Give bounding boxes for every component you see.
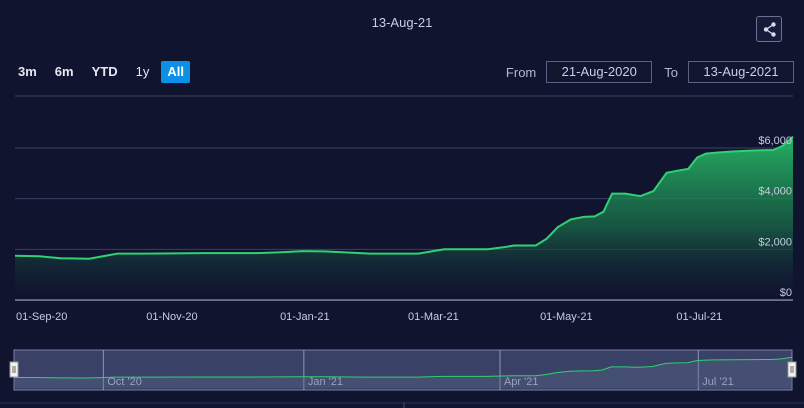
from-label: From [505,64,537,80]
y-tick-label: $0 [780,287,792,299]
y-tick-label: $6,000 [758,135,792,147]
range-3m-button[interactable]: 3m [18,64,37,79]
navigator-area [14,357,792,388]
from-date-input[interactable]: 21-Aug-2020 [546,61,653,83]
range-6m-button[interactable]: 6m [54,64,74,79]
navigator-label: Jul '21 [702,376,733,388]
chart-title: 13-Aug-21 [371,15,433,30]
share-icon [763,22,776,37]
x-tick-label: 01-Mar-21 [408,311,459,323]
y-tick-label: $4,000 [758,186,792,198]
x-tick-label: 01-Nov-20 [146,311,197,323]
navigator[interactable]: Oct '20 Jan '21 Apr '21 Jul '21 [0,349,804,408]
range-1y-button[interactable]: 1y [135,64,150,79]
x-axis-ticks: 01-Sep-20 01-Nov-20 01-Jan-21 01-Mar-21 01-M… [16,311,722,323]
navigator-labels: Oct '20 Jan '21 Apr '21 Jul '21 [107,376,733,388]
x-tick-label: 01-Sep-20 [16,311,67,323]
range-selector: 3m 6m YTD 1y All [12,61,190,83]
y-tick-label: $2,000 [758,236,792,248]
navigator-grid [102,350,699,390]
navigator-label: Apr '21 [504,376,539,388]
navigator-handle-left[interactable] [9,361,19,378]
to-label: To [664,64,678,80]
navigator-label: Oct '20 [107,376,142,388]
series-line [14,135,794,260]
navigator-line [14,356,793,379]
navigator-handle-right[interactable] [787,361,797,378]
x-tick-label: 01-May-21 [540,311,593,323]
navigator-label: Jan '21 [308,376,343,388]
series-area [15,136,793,300]
range-ytd-button[interactable]: YTD [91,64,118,79]
x-tick-label: 01-Jan-21 [280,311,330,323]
to-date-input[interactable]: 13-Aug-2021 [688,61,794,83]
x-tick-label: 01-Jul-21 [676,311,722,323]
y-axis-ticks: $0 $2,000 $4,000 $6,000 [758,135,792,299]
range-all-button[interactable]: All [161,61,190,83]
share-button[interactable] [756,16,782,42]
date-range-inputs: From 21-Aug-2020 To 13-Aug-2021 [506,61,794,83]
